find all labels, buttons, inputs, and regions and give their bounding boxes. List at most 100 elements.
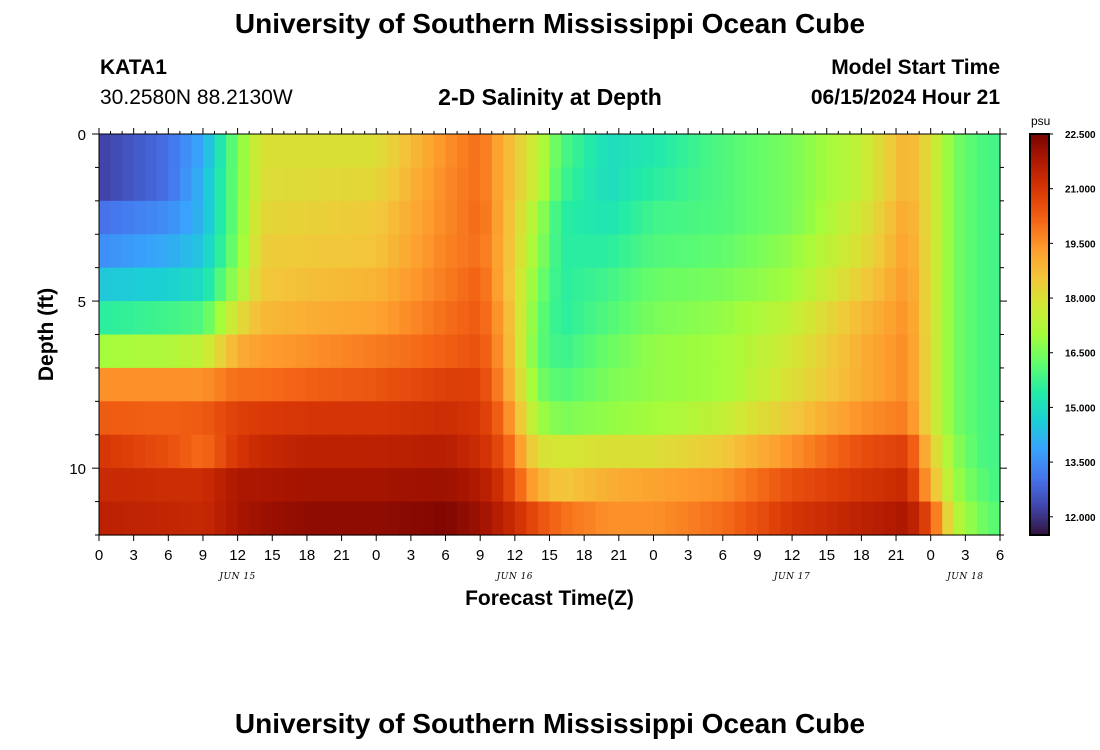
- heatmap-cell: [803, 401, 816, 436]
- heatmap-cell: [364, 167, 377, 202]
- heatmap-cell: [122, 200, 135, 235]
- heatmap-cell: [491, 401, 504, 436]
- footer-title: University of Southern Mississippi Ocean…: [234, 708, 866, 739]
- heatmap-cell: [988, 167, 1001, 202]
- heatmap-cell: [595, 367, 608, 402]
- heatmap-cell: [549, 267, 562, 302]
- heatmap-cell: [214, 301, 227, 336]
- heatmap-cell: [156, 367, 169, 402]
- heatmap-cell: [237, 334, 250, 369]
- heatmap-cell: [838, 234, 851, 269]
- heatmap-cell: [110, 301, 123, 336]
- heatmap-cell: [942, 434, 955, 469]
- heatmap-cell: [526, 468, 539, 503]
- heatmap-cell: [237, 267, 250, 302]
- heatmap-cell: [699, 434, 712, 469]
- colorbar-tick-label: 16.500: [1065, 349, 1096, 360]
- heatmap-cell: [364, 267, 377, 302]
- heatmap-cell: [133, 367, 146, 402]
- heatmap-cell: [861, 267, 874, 302]
- heatmap-cell: [792, 501, 805, 536]
- heatmap-cell: [295, 167, 308, 202]
- heatmap-cell: [330, 367, 343, 402]
- heatmap-cell: [422, 401, 435, 436]
- heatmap-cell: [503, 134, 516, 169]
- heatmap-cell: [630, 267, 643, 302]
- heatmap-cell: [341, 501, 354, 536]
- heatmap-cell: [480, 434, 493, 469]
- heatmap-cell: [433, 501, 447, 536]
- heatmap-cell: [803, 334, 816, 369]
- heatmap-cell: [457, 167, 470, 202]
- heatmap-cell: [607, 134, 620, 169]
- heatmap-cell: [872, 468, 886, 503]
- heatmap-cell: [872, 200, 886, 235]
- heatmap-cell: [861, 468, 874, 503]
- heatmap-cell: [514, 134, 527, 169]
- heatmap-cell: [780, 234, 793, 269]
- heatmap-cell: [376, 167, 389, 202]
- heatmap-cell: [699, 234, 712, 269]
- heatmap-cell: [896, 501, 909, 536]
- heatmap-cell: [965, 234, 978, 269]
- heatmap-cell: [872, 234, 886, 269]
- x-tick-label: 12: [784, 547, 801, 564]
- heatmap-cell: [249, 134, 262, 169]
- heatmap-cell: [526, 234, 539, 269]
- heatmap-cell: [803, 501, 816, 536]
- heatmap-cell: [179, 234, 193, 269]
- heatmap-cell: [745, 301, 759, 336]
- heatmap-cell: [295, 468, 308, 503]
- heatmap-cell: [907, 134, 920, 169]
- heatmap-cell: [665, 434, 678, 469]
- heatmap-cell: [988, 334, 1001, 369]
- heatmap-cell: [688, 234, 701, 269]
- heatmap-cell: [745, 267, 759, 302]
- heatmap-cell: [561, 401, 574, 436]
- heatmap-cell: [884, 267, 897, 302]
- heatmap-cell: [99, 401, 112, 436]
- heatmap-cell: [896, 167, 909, 202]
- heatmap-cell: [872, 301, 886, 336]
- heatmap-cell: [792, 367, 805, 402]
- heatmap-cell: [757, 234, 770, 269]
- heatmap-cell: [826, 200, 839, 235]
- heatmap-cell: [260, 200, 273, 235]
- heatmap-cell: [630, 234, 643, 269]
- heatmap-cell: [907, 267, 920, 302]
- heatmap-cell: [688, 267, 701, 302]
- heatmap-cell: [653, 234, 666, 269]
- heatmap-cell: [145, 501, 158, 536]
- heatmap-cell: [976, 267, 990, 302]
- heatmap-cell: [99, 267, 112, 302]
- heatmap-cell: [537, 367, 551, 402]
- heatmap-cell: [457, 234, 470, 269]
- heatmap-cell: [387, 434, 400, 469]
- heatmap-cell: [988, 200, 1001, 235]
- heatmap-cell: [722, 367, 735, 402]
- heatmap-cell: [618, 334, 631, 369]
- heatmap-cell: [549, 334, 562, 369]
- heatmap-cell: [722, 134, 735, 169]
- heatmap-cell: [179, 501, 193, 536]
- heatmap-cell: [156, 401, 169, 436]
- heatmap-cell: [976, 401, 990, 436]
- heatmap-cell: [838, 200, 851, 235]
- heatmap-cell: [930, 134, 943, 169]
- heatmap-cell: [480, 301, 493, 336]
- heatmap-cell: [168, 234, 181, 269]
- heatmap-cell: [226, 434, 239, 469]
- heatmap-cell: [295, 334, 308, 369]
- heatmap-cell: [630, 200, 643, 235]
- heatmap-cell: [711, 401, 724, 436]
- heatmap-cell: [768, 167, 782, 202]
- y-tick-label: 10: [69, 461, 86, 478]
- x-tick-label: 18: [299, 547, 316, 564]
- heatmap-cell: [884, 200, 897, 235]
- heatmap-cell: [110, 434, 123, 469]
- heatmap-cell: [561, 468, 574, 503]
- heatmap-cell: [295, 367, 308, 402]
- heatmap-cell: [283, 167, 296, 202]
- heatmap-cell: [595, 301, 608, 336]
- heatmap-cell: [387, 167, 400, 202]
